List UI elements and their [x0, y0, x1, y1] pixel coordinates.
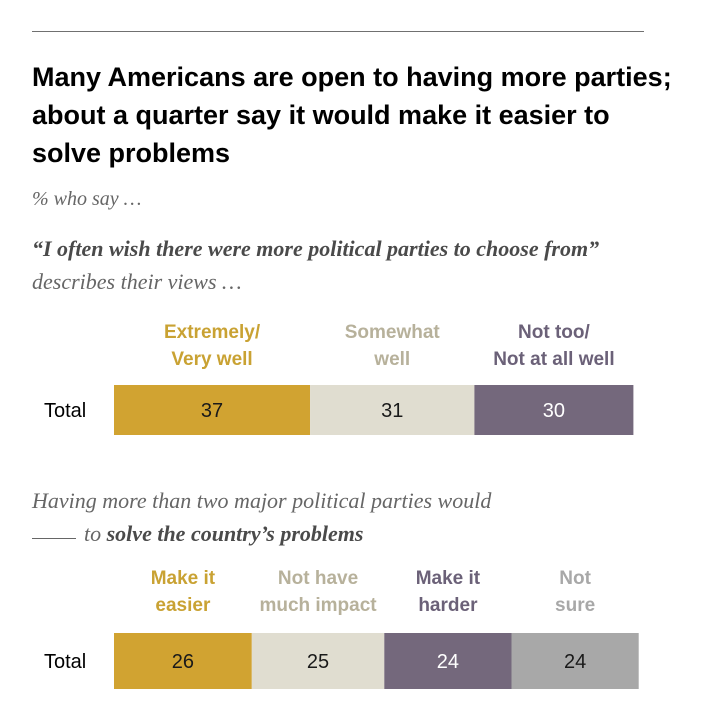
data-label-3: 24 [437, 651, 459, 673]
data-label-1: 37 [201, 400, 223, 422]
question-2-bold: solve the country’s problems [106, 521, 364, 546]
bar-segment-3 [384, 633, 512, 689]
bar-segment-4 [511, 633, 639, 689]
question-2-blank [32, 538, 76, 539]
bar-segment-1 [114, 385, 311, 435]
top-rule [32, 31, 644, 32]
bar-segment-2 [251, 633, 385, 689]
data-label-2: 31 [381, 400, 403, 422]
bar-segment-1 [114, 633, 252, 689]
question-1-quote: “I often wish there were more political … [32, 236, 600, 261]
question-2-mid: to [84, 521, 107, 546]
bar-segment-3 [474, 385, 634, 435]
chart-title: Many Americans are open to having more p… [32, 62, 672, 168]
stacked-bar-chart-2: Total 26 Make it easier 25 Not have much impac… [44, 568, 639, 689]
category-label: Total [44, 651, 86, 673]
stacked-bar-chart-1: Total 37 Extremely/Very well 31 Somewhat well… [44, 322, 634, 435]
data-label-1: 26 [172, 651, 194, 673]
chart-subtitle: % who say … [32, 188, 142, 210]
series-label-3-line-1: Not too/ [518, 322, 590, 343]
series-label-2-line-2: much impact [259, 595, 377, 616]
bar-segment-2 [310, 385, 475, 435]
data-label-3: 30 [543, 400, 565, 422]
series-label-1-line-2: easier [155, 595, 211, 616]
series-label-4-line-2: sure [555, 595, 595, 616]
series-label-2-line-1: Not have [278, 568, 358, 589]
question-1-rest: describes their views … [32, 269, 242, 294]
data-label-4: 24 [564, 651, 586, 673]
question-2-prefix: Having more than two major political par… [32, 488, 492, 513]
series-label-1-line-1: Extremely/ [164, 322, 261, 343]
series-label-1-line-1: Make it [151, 568, 216, 589]
question-1: “I often wish there were more political … [32, 232, 672, 298]
series-label-2-line-2: well [373, 349, 410, 370]
series-label-3-line-1: Make it [416, 568, 481, 589]
series-label-3-line-2: harder [418, 595, 478, 616]
series-label-1-line-2: Very well [171, 349, 252, 370]
series-label-3-line-2: Not at all well [493, 349, 614, 370]
category-label: Total [44, 400, 86, 422]
series-label-2-line-1: Somewhat [345, 322, 441, 343]
series-label-4-line-1: Not [559, 568, 591, 589]
question-2: Having more than two major political par… [32, 484, 672, 550]
data-label-2: 25 [307, 651, 329, 673]
